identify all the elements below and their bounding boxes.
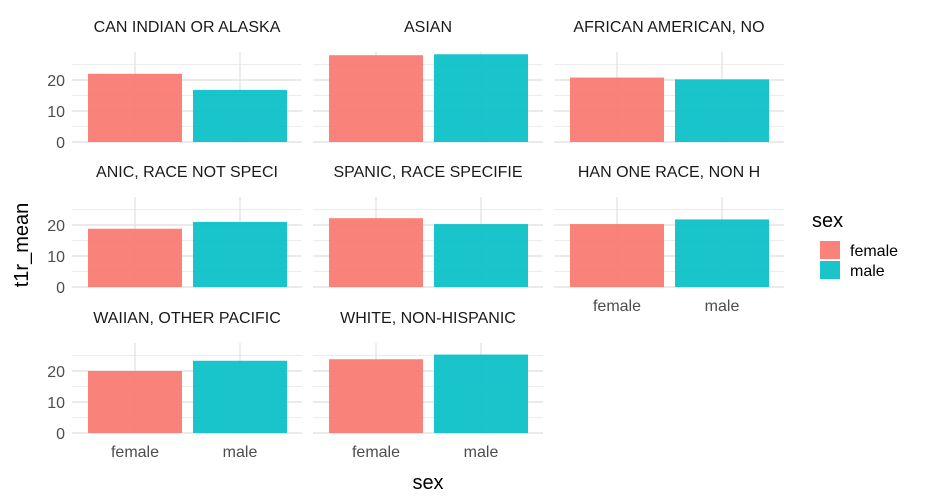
bar-male [675,79,769,142]
y-tick-label: 10 [47,104,65,121]
y-tick-label: 0 [56,426,65,443]
legend-title: sex [812,210,843,232]
legend-swatch-male [820,261,840,279]
bar-male [434,354,528,433]
x-tick-label: female [352,444,400,461]
legend-label-female: female [850,243,898,260]
legend: sex female male [812,210,898,280]
facet-panel: CAN INDIAN OR ALASKA 0 10 20 [47,19,302,152]
facet-strip-label: WHITE, NON-HISPANIC [340,310,516,327]
bar-male [434,54,528,142]
bar-female [329,55,423,143]
bar-female [88,73,182,142]
facet-strip-label: ASIAN [404,19,452,36]
y-tick-label: 10 [47,249,65,266]
bar-female [570,224,664,287]
legend-label-male: male [850,263,885,280]
y-axis-title: t1r_mean [11,203,33,288]
facet-panel: WHITE, NON-HISPANIC female male [313,310,543,461]
y-tick-label: 0 [56,135,65,152]
x-tick-label: male [223,444,258,461]
facet-strip-label: ANIC, RACE NOT SPECI [96,164,278,181]
bar-male [193,360,287,433]
facet-strip-label: CAN INDIAN OR ALASKA [94,19,281,36]
x-axis-title: sex [412,472,443,494]
bar-female [570,77,664,142]
facet-panels: CAN INDIAN OR ALASKA 0 10 20 ASIAN AFRICAN AM… [47,19,784,461]
facet-panel: AFRICAN AMERICAN, NO [554,19,784,143]
y-tick-label: 20 [47,364,65,381]
y-tick-label: 10 [47,395,65,412]
bar-male [193,89,287,142]
facet-strip-label: WAIIAN, OTHER PACIFIC [93,310,281,327]
bar-male [675,219,769,287]
x-tick-label: female [593,298,641,315]
bar-female [329,359,423,433]
y-tick-label: 20 [47,218,65,235]
facet-panel: SPANIC, RACE SPECIFIE [313,164,543,288]
facet-strip-label: SPANIC, RACE SPECIFIE [333,164,522,181]
x-tick-label: female [111,444,159,461]
facet-panel: ANIC, RACE NOT SPECI 0 10 20 [47,164,302,297]
facet-panel: WAIIAN, OTHER PACIFIC 0 10 20 female male [47,310,302,461]
facet-strip-label: AFRICAN AMERICAN, NO [573,19,764,36]
bar-male [193,221,287,287]
bar-female [88,228,182,287]
bar-male [434,224,528,287]
legend-swatch-female [820,241,840,259]
facet-strip-label: HAN ONE RACE, NON H [578,164,760,181]
x-tick-label: male [705,298,740,315]
facet-panel: HAN ONE RACE, NON H female male [554,164,784,315]
y-tick-label: 0 [56,280,65,297]
bar-female [88,371,182,433]
facet-panel: ASIAN [313,19,543,143]
x-tick-label: male [464,444,499,461]
bar-female [329,218,423,287]
y-tick-label: 20 [47,73,65,90]
